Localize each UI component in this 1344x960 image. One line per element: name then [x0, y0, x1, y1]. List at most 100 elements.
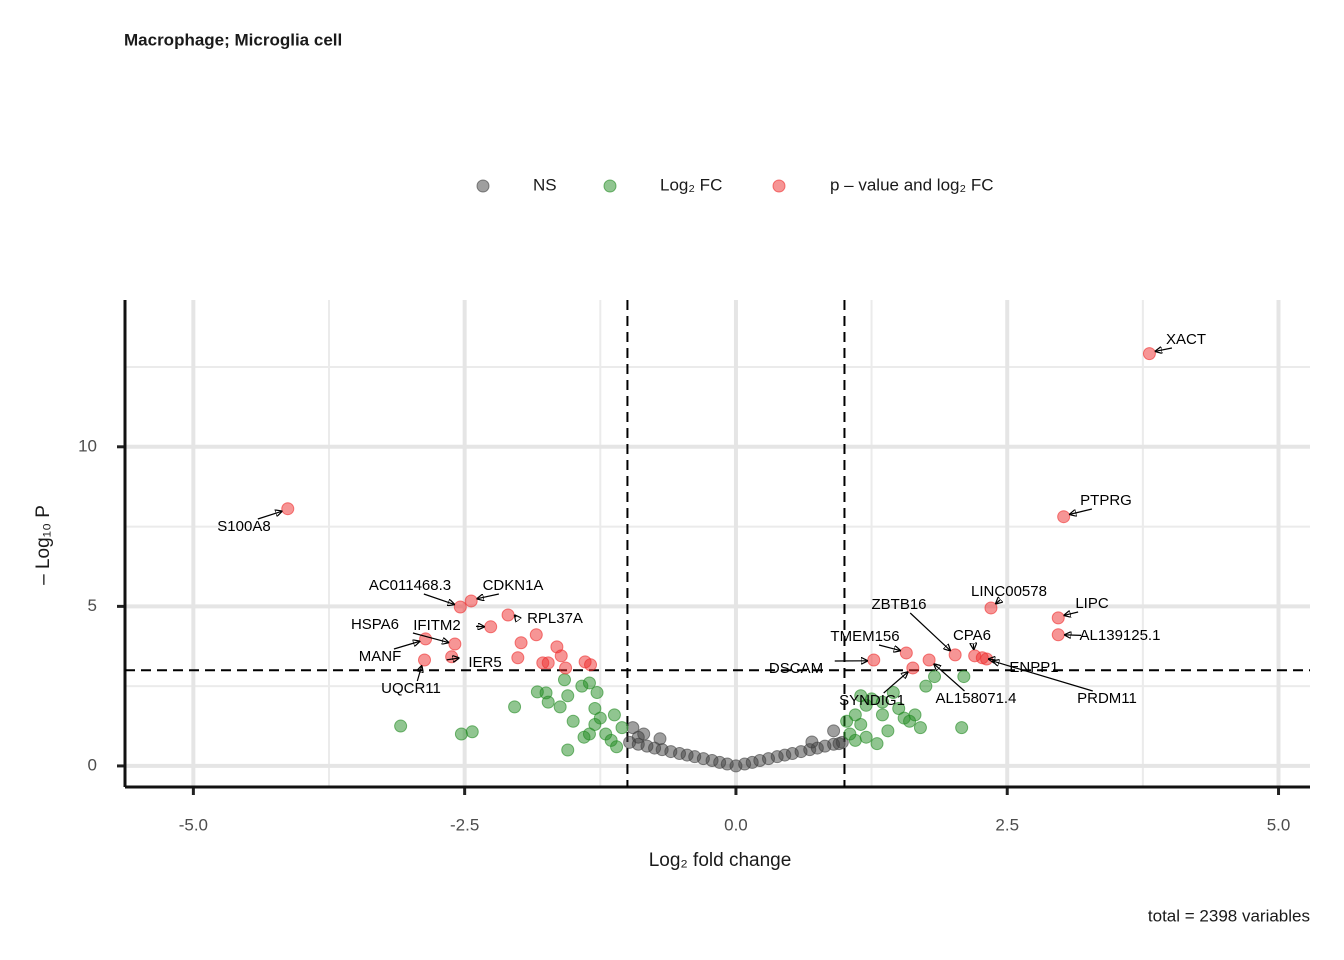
point-label: UQCR11 — [381, 680, 441, 697]
data-point — [454, 727, 468, 741]
data-point — [394, 719, 408, 733]
point-label: CPA6 — [953, 627, 991, 644]
legend-label: Log₂ FC — [660, 175, 722, 194]
data-point — [870, 737, 884, 751]
data-point — [886, 686, 900, 700]
point-label: S100A8 — [217, 518, 270, 535]
label-connector — [478, 593, 500, 599]
legend-label: p – value and log₂ FC — [830, 175, 993, 194]
point-label: IFITM2 — [413, 617, 461, 634]
data-point — [955, 721, 969, 735]
data-point — [1142, 347, 1156, 361]
data-point — [957, 670, 971, 684]
label-connector — [1156, 348, 1173, 351]
data-point — [561, 743, 575, 757]
data-point — [919, 679, 933, 693]
label-connector — [996, 600, 1000, 603]
label-connector — [1070, 508, 1093, 514]
data-point — [922, 653, 936, 667]
data-point — [484, 620, 498, 634]
y-axis-label: – Log₁₀ P — [33, 505, 54, 585]
label-connector — [417, 666, 421, 682]
x-tick-label: -2.5 — [450, 815, 479, 834]
point-label: CDKN1A — [483, 577, 544, 594]
data-point — [913, 721, 927, 735]
point-label: PRDM11 — [1077, 690, 1137, 707]
data-point — [610, 740, 624, 754]
data-point — [928, 670, 942, 684]
point-label: XACT — [1166, 331, 1206, 348]
label-connector — [257, 511, 281, 520]
data-point — [859, 730, 873, 744]
label-connector — [909, 612, 950, 650]
x-tick-label: 5.0 — [1267, 815, 1291, 834]
data-point — [464, 594, 478, 608]
data-point — [607, 708, 621, 722]
data-point — [511, 651, 525, 665]
legend-swatch — [772, 179, 786, 193]
data-point — [501, 608, 515, 622]
data-point — [465, 725, 479, 739]
label-connector — [878, 644, 900, 650]
data-point — [588, 717, 602, 731]
data-point — [832, 737, 846, 751]
data-point — [653, 732, 667, 746]
data-point — [899, 646, 913, 660]
data-point — [553, 700, 567, 714]
point-label: LINC00578 — [971, 583, 1047, 600]
data-point — [557, 673, 571, 687]
data-point — [541, 656, 555, 670]
data-point — [875, 695, 889, 709]
data-point — [445, 650, 459, 664]
label-connector — [1065, 612, 1079, 615]
data-point — [805, 735, 819, 749]
data-point — [906, 661, 920, 675]
label-connector — [515, 616, 516, 617]
data-point — [508, 700, 522, 714]
data-point — [827, 724, 841, 738]
data-point — [875, 708, 889, 722]
data-point — [566, 714, 580, 728]
data-point — [577, 730, 591, 744]
label-connector — [883, 672, 908, 694]
label-connector — [934, 664, 965, 692]
label-connector — [412, 632, 448, 642]
data-point — [529, 628, 543, 642]
point-label: RPL37A — [527, 610, 583, 627]
data-point — [1057, 510, 1071, 524]
data-point — [1051, 628, 1065, 642]
x-axis-label: Log₂ fold change — [649, 850, 792, 871]
point-label: AC011468.3 — [369, 577, 451, 594]
x-tick-label: -5.0 — [179, 815, 208, 834]
caption: total = 2398 variables — [1148, 906, 1310, 925]
data-point — [514, 636, 528, 650]
label-connector — [393, 642, 419, 650]
data-point — [854, 689, 868, 703]
x-tick-label: 0.0 — [724, 815, 748, 834]
point-label: DSCAM — [769, 660, 823, 677]
legend-swatch — [603, 179, 617, 193]
point-label: SYNDIG1 — [839, 692, 905, 709]
data-point — [590, 686, 604, 700]
x-tick-label: 2.5 — [995, 815, 1019, 834]
data-point — [848, 708, 862, 722]
data-point — [903, 714, 917, 728]
data-point — [418, 653, 432, 667]
point-label: LIPC — [1075, 595, 1109, 612]
data-point — [840, 714, 854, 728]
point-label: TMEM156 — [830, 628, 899, 645]
y-tick-label: 10 — [78, 436, 97, 455]
data-point — [448, 637, 462, 651]
data-point — [637, 727, 651, 741]
legend-swatch — [476, 179, 490, 193]
data-point — [582, 676, 596, 690]
data-point — [1051, 611, 1065, 625]
data-point — [984, 601, 998, 615]
legend-label: NS — [533, 175, 557, 194]
data-point — [881, 724, 895, 738]
data-point — [584, 658, 598, 672]
point-label: ZBTB16 — [871, 596, 926, 613]
data-point — [453, 600, 467, 614]
y-tick-label: 0 — [88, 755, 97, 774]
